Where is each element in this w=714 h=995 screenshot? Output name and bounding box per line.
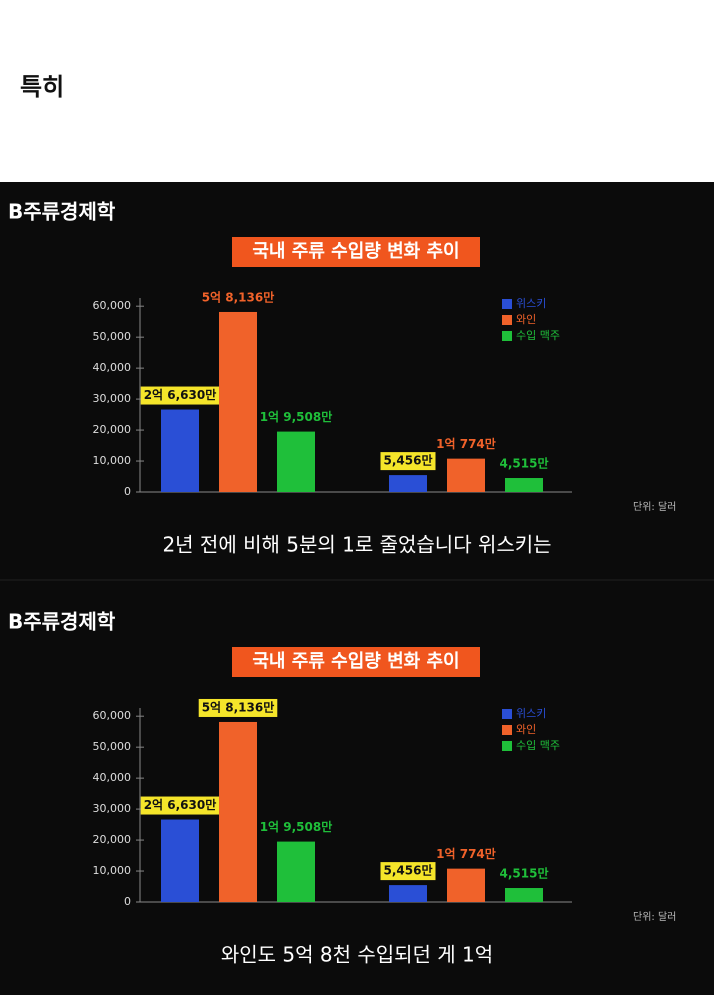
legend-swatch — [502, 299, 512, 309]
post-text: 특히 — [20, 73, 64, 101]
chart-title: 국내 주류 수입량 변화 추이 — [252, 650, 459, 672]
y-tick-label: 20,000 — [93, 833, 132, 846]
legend-swatch — [502, 741, 512, 751]
legend-swatch — [502, 709, 512, 719]
legend-label: 와인 — [516, 313, 536, 326]
bar — [161, 819, 199, 902]
value-label-highlight — [140, 386, 220, 405]
value-label: 1억 9,508만 — [260, 409, 333, 424]
y-tick-label: 20,000 — [93, 423, 132, 436]
caption: 2년 전에 비해 5분의 1로 줄었습니다 위스키는 — [162, 533, 551, 557]
value-label: 1억 774만 — [436, 846, 496, 861]
bar — [277, 431, 315, 492]
legend-label: 와인 — [516, 723, 536, 736]
y-tick-label: 30,000 — [93, 802, 132, 815]
bar — [447, 458, 485, 492]
y-tick-label: 0 — [124, 895, 131, 908]
value-label: 2억 6,630만 — [144, 387, 217, 402]
y-tick-label: 50,000 — [93, 740, 132, 753]
y-tick-label: 60,000 — [93, 299, 132, 312]
brand: B주류경제학 — [8, 200, 116, 224]
bar — [219, 311, 257, 492]
legend-swatch — [502, 315, 512, 325]
legend-swatch — [502, 725, 512, 735]
value-label: 1억 9,508만 — [260, 819, 333, 834]
unit-note: 단위: 달러 — [633, 910, 676, 923]
value-label-highlight — [198, 698, 278, 717]
title-banner — [232, 237, 480, 267]
bar — [389, 475, 427, 492]
bar — [277, 841, 315, 902]
y-tick-label: 40,000 — [93, 771, 132, 784]
value-label: 1억 774만 — [436, 436, 496, 451]
post-background — [0, 0, 714, 182]
y-tick-label: 10,000 — [93, 864, 132, 877]
y-tick-label: 0 — [124, 485, 131, 498]
value-label: 5,456만 — [384, 453, 433, 468]
value-label: 5,456만 — [384, 863, 433, 878]
y-tick-label: 10,000 — [93, 454, 132, 467]
value-label-highlight — [380, 452, 436, 471]
bar — [161, 409, 199, 492]
bar — [447, 868, 485, 902]
value-label: 4,515만 — [500, 866, 549, 881]
value-label: 5억 8,136만 — [202, 699, 275, 714]
unit-note: 단위: 달러 — [633, 500, 676, 513]
legend-label: 수입 맥주 — [516, 329, 560, 342]
value-label: 2억 6,630만 — [144, 797, 217, 812]
video-frames — [0, 182, 714, 995]
title-banner — [232, 647, 480, 677]
value-label: 5억 8,136만 — [202, 289, 275, 304]
bar — [389, 885, 427, 902]
bar — [219, 721, 257, 902]
legend-label: 위스키 — [516, 707, 546, 720]
value-label-highlight — [380, 862, 436, 881]
bar — [505, 478, 543, 492]
value-label: 4,515만 — [500, 456, 549, 471]
value-label-highlight — [140, 796, 220, 815]
brand: B주류경제학 — [8, 610, 116, 634]
legend-swatch — [502, 331, 512, 341]
legend-label: 위스키 — [516, 297, 546, 310]
y-tick-label: 40,000 — [93, 361, 132, 374]
chart-title: 국내 주류 수입량 변화 추이 — [252, 240, 459, 262]
y-tick-label: 50,000 — [93, 330, 132, 343]
y-tick-label: 30,000 — [93, 392, 132, 405]
bar — [505, 888, 543, 902]
legend-label: 수입 맥주 — [516, 739, 560, 752]
y-tick-label: 60,000 — [93, 709, 132, 722]
caption: 와인도 5억 8천 수입되던 게 1억 — [221, 943, 493, 967]
